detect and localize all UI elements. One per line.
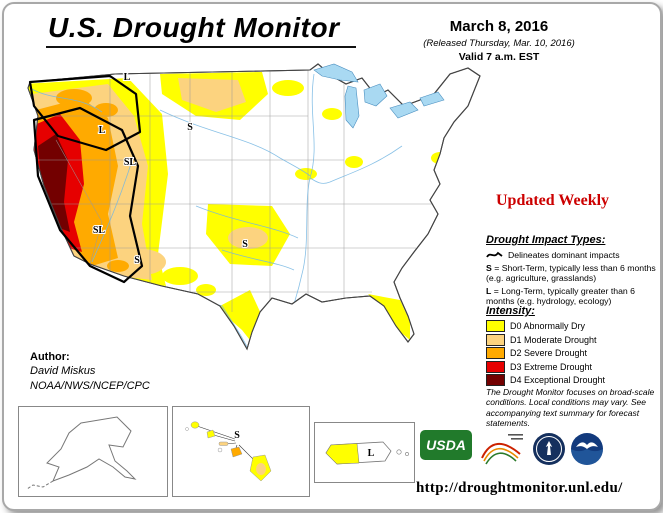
dept-of-commerce-seal-icon <box>533 433 565 465</box>
puerto-rico-impact-label: L <box>368 448 375 459</box>
intensity-color-swatch <box>486 320 505 332</box>
author-org: NOAA/NWS/NCEP/CPC <box>30 379 150 392</box>
short-term-definition: S = Short-Term, typically less than 6 mo… <box>486 263 660 283</box>
long-term-text: = Long-Term, typically greater than 6 mo… <box>486 285 635 306</box>
valid-time: Valid 7 a.m. EST <box>458 50 540 63</box>
long-term-code: L <box>486 285 492 296</box>
impact-types-heading: Drought Impact Types: <box>486 234 606 246</box>
usda-logo: USDA <box>420 430 472 460</box>
author-name: David Miskus <box>30 365 96 378</box>
delineates-text: Delineates dominant impacts <box>508 249 620 260</box>
noaa-logo-icon <box>571 433 603 465</box>
impact-label-south-california: SL <box>93 225 106 236</box>
intensity-level-row: D2 Severe Drought <box>486 347 660 359</box>
author-block: Author: David Miskus NOAA/NWS/NCEP/CPC <box>30 350 150 393</box>
author-label: Author: <box>30 351 70 363</box>
intensity-color-swatch <box>486 333 505 346</box>
intensity-level-label: D0 Abnormally Dry <box>510 321 586 331</box>
intensity-color-swatch <box>486 347 505 359</box>
delineation-squiggle-icon <box>486 251 503 258</box>
short-term-text: = Short-Term, typically less than 6 mont… <box>486 262 656 283</box>
hawaii-map: S <box>185 421 272 482</box>
puerto-rico-inset: L <box>314 422 415 483</box>
impact-label-washington: L <box>124 72 131 83</box>
hawaii-callout-lines <box>196 425 260 466</box>
great-lakes <box>313 63 445 129</box>
impact-label-southern-plains: S <box>242 239 248 250</box>
intensity-legend: Intensity: D0 Abnormally Dry D1 Moderate … <box>486 305 660 388</box>
page-title: U.S. Drought Monitor <box>46 12 356 48</box>
hawaii-impact-label: S <box>234 430 240 441</box>
intensity-level-label: D3 Extreme Drought <box>510 361 593 372</box>
intensity-level-row: D3 Extreme Drought <box>486 360 660 373</box>
intensity-color-swatch <box>486 360 505 373</box>
intensity-level-label: D2 Severe Drought <box>510 348 588 358</box>
hawaii-inset: S <box>172 406 310 497</box>
impact-types-legend: Drought Impact Types: Delineates dominan… <box>486 234 660 309</box>
intensity-color-swatch <box>486 374 505 386</box>
usda-logo-text: USDA <box>426 437 466 453</box>
impact-delineation-lines <box>28 74 144 284</box>
intensity-level-row: D1 Moderate Drought <box>486 333 660 346</box>
intensity-level-row: D0 Abnormally Dry <box>486 320 660 332</box>
date-block: March 8, 2016 (Released Thursday, Mar. 1… <box>396 18 602 64</box>
intensity-level-label: D4 Exceptional Drought <box>510 375 606 385</box>
intensity-level-label: D1 Moderate Drought <box>510 334 597 345</box>
map-date: March 8, 2016 <box>449 18 549 35</box>
drought-monitor-url[interactable]: http://droughtmonitor.unl.edu/ <box>416 480 623 496</box>
release-date: (Released Thursday, Mar. 10, 2016) <box>423 37 575 49</box>
puerto-rico-map: L <box>325 441 409 465</box>
intensity-level-row: D4 Exceptional Drought <box>486 374 660 386</box>
updated-weekly: Updated Weekly <box>496 192 610 209</box>
impact-label-arizona: S <box>134 255 140 266</box>
impact-labels: L S L SL SL S S <box>92 71 249 267</box>
short-term-code: S <box>486 262 492 273</box>
alaska-map <box>26 416 137 490</box>
intensity-rows: D0 Abnormally Dry D1 Moderate Drought D2 S… <box>486 320 660 386</box>
drought-mitigation-center-logo <box>481 434 523 465</box>
us-drought-map: L S L SL SL S S <box>27 63 481 351</box>
impact-label-nevada: SL <box>124 157 137 168</box>
drought-layer-d4 <box>38 134 70 232</box>
impact-label-montana: S <box>187 122 193 133</box>
intensity-heading: Intensity: <box>486 305 535 317</box>
long-term-definition: L = Long-Term, typically greater than 6 … <box>486 286 660 306</box>
impact-label-north-california: L <box>99 125 106 136</box>
state-borders <box>28 70 434 312</box>
alaska-inset <box>18 406 168 497</box>
disclaimer-text: The Drought Monitor focuses on broad-sca… <box>486 387 655 429</box>
